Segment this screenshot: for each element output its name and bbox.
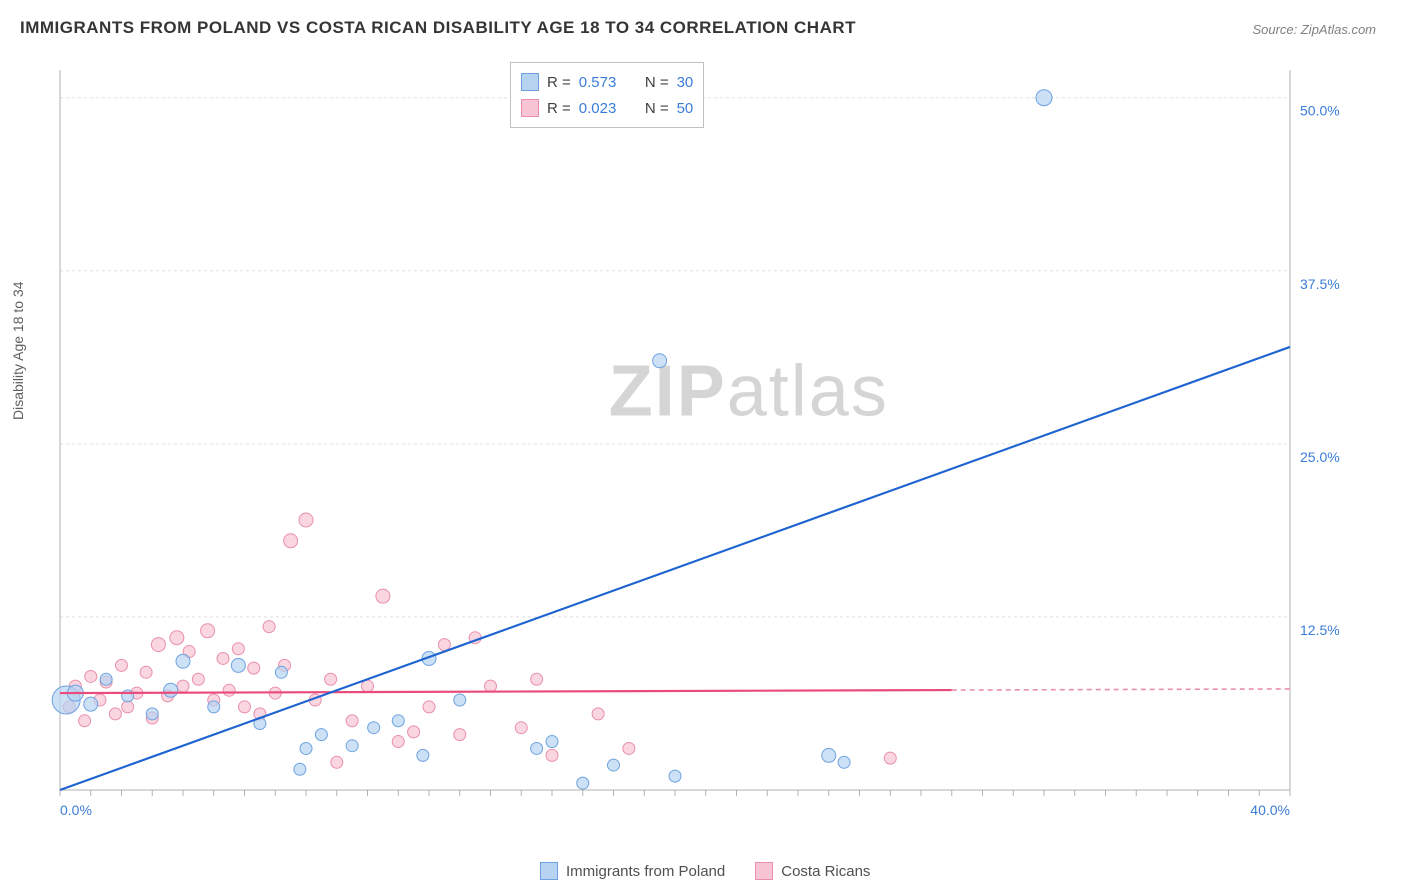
stats-legend: R = 0.573 N = 30R = 0.023 N = 50 — [510, 62, 704, 128]
legend-swatch — [521, 73, 539, 91]
legend-swatch — [540, 862, 558, 880]
legend-item: Costa Ricans — [755, 862, 870, 880]
svg-text:12.5%: 12.5% — [1300, 622, 1340, 638]
legend-swatch — [755, 862, 773, 880]
source-attribution: Source: ZipAtlas.com — [1252, 22, 1376, 37]
svg-text:50.0%: 50.0% — [1300, 103, 1340, 119]
n-value: 30 — [677, 74, 694, 91]
r-value: 0.573 — [579, 74, 617, 91]
legend-label: Costa Ricans — [781, 863, 870, 880]
svg-text:ZIPatlas: ZIPatlas — [609, 352, 889, 432]
y-axis-label: Disability Age 18 to 34 — [10, 281, 26, 420]
r-value: 0.023 — [579, 100, 617, 117]
n-value: 50 — [677, 100, 694, 117]
svg-text:37.5%: 37.5% — [1300, 276, 1340, 292]
n-label: N = — [645, 74, 669, 91]
series-legend: Immigrants from Poland Costa Ricans — [540, 862, 870, 880]
stats-legend-row: R = 0.573 N = 30 — [521, 69, 693, 95]
legend-item: Immigrants from Poland — [540, 862, 725, 880]
n-label: N = — [645, 100, 669, 117]
legend-label: Immigrants from Poland — [566, 863, 725, 880]
svg-text:0.0%: 0.0% — [60, 802, 92, 818]
chart-svg: ZIPatlas 12.5% 25.0% 37.5% 50.0% 0.0% 40.0% — [50, 60, 1350, 830]
stats-legend-row: R = 0.023 N = 50 — [521, 95, 693, 121]
svg-text:25.0%: 25.0% — [1300, 449, 1340, 465]
r-label: R = — [547, 74, 571, 91]
chart-plot-area: ZIPatlas 12.5% 25.0% 37.5% 50.0% 0.0% 40.0% — [50, 60, 1350, 830]
legend-swatch — [521, 99, 539, 117]
r-label: R = — [547, 100, 571, 117]
svg-text:40.0%: 40.0% — [1250, 802, 1290, 818]
chart-title: IMMIGRANTS FROM POLAND VS COSTA RICAN DI… — [20, 18, 856, 38]
